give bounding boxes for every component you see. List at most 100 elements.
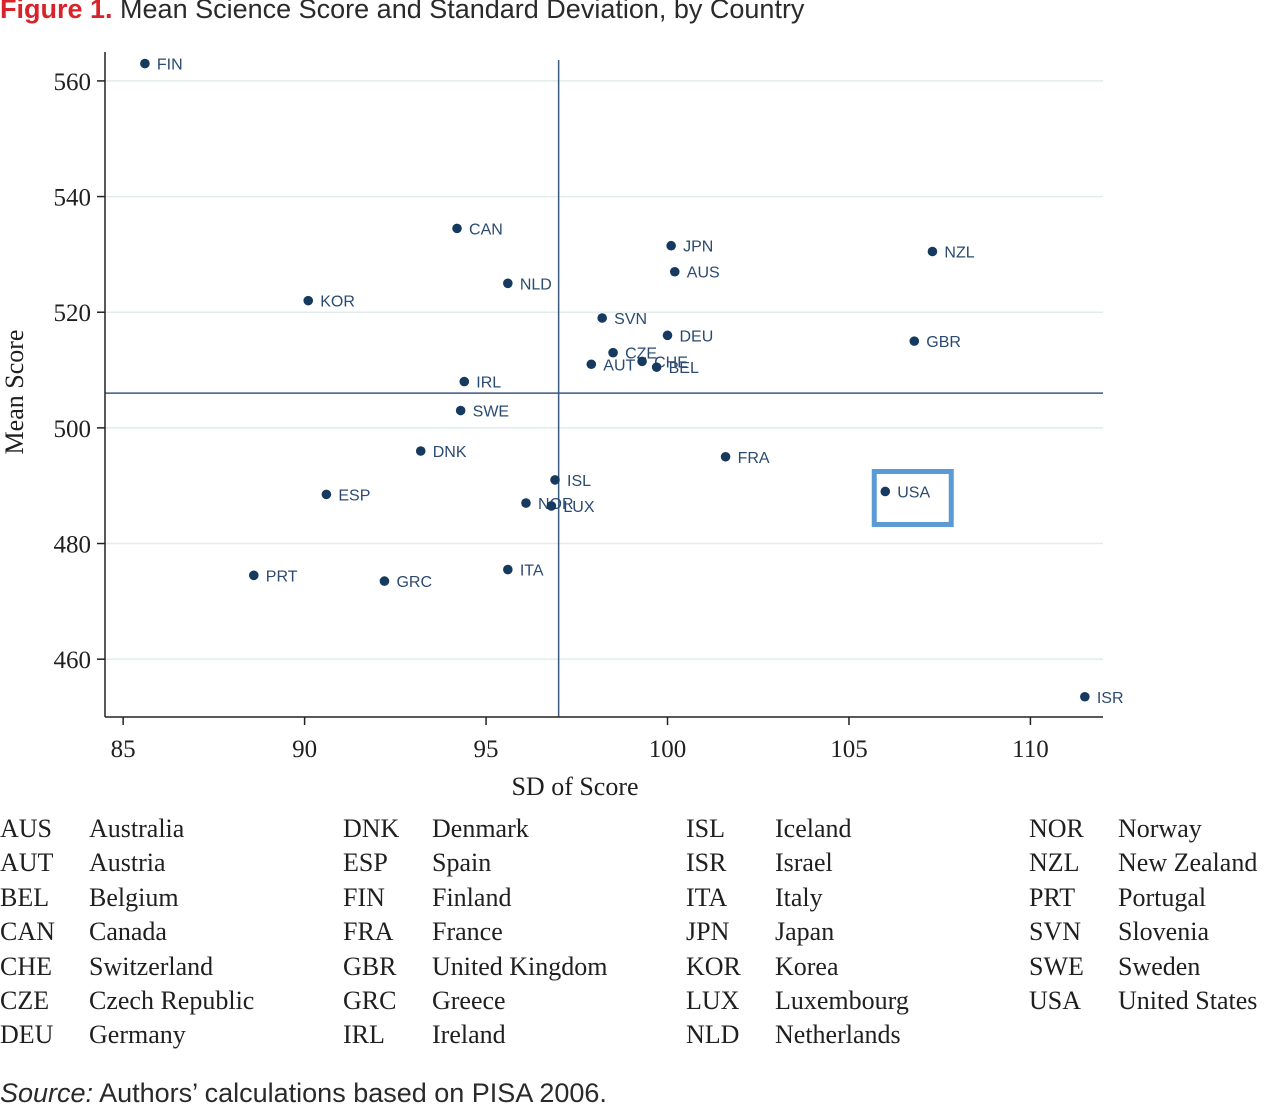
legend-code: GBR: [343, 951, 397, 981]
legend-country-name: Italy: [775, 882, 823, 912]
point-label: NZL: [944, 245, 974, 262]
highlight-box: [871, 468, 954, 527]
legend-country-name: Canada: [89, 917, 167, 947]
x-tick-label: 100: [649, 736, 687, 763]
point-label: DNK: [433, 444, 467, 461]
point-label: SVN: [614, 311, 647, 328]
point-label: LUX: [563, 499, 594, 516]
point-label: ESP: [338, 487, 370, 504]
x-tick-label: 95: [474, 736, 499, 763]
point-label: DEU: [680, 328, 714, 345]
legend-code: BEL: [0, 882, 50, 912]
point-label: CAN: [469, 221, 503, 238]
legend-code: ESP: [343, 848, 388, 878]
point-label: GRC: [396, 574, 432, 591]
legend-code: AUT: [0, 848, 54, 878]
point-label: ITA: [520, 563, 544, 580]
legend-country-name: New Zealand: [1118, 848, 1258, 878]
legend-code: ISL: [686, 814, 725, 843]
point-label: JPN: [683, 239, 713, 256]
legend-code: IRL: [343, 1020, 385, 1050]
data-point-bel: [651, 362, 662, 372]
data-point-isl: [550, 475, 560, 485]
legend-code: USA: [1029, 985, 1082, 1015]
legend-code: FRA: [343, 917, 394, 947]
y-axis-title: Mean Score: [0, 330, 29, 455]
legend-code: DEU: [0, 1020, 54, 1050]
legend-code: ITA: [686, 882, 728, 912]
legend-country-name: Belgium: [89, 882, 179, 912]
point-label: PRT: [266, 568, 298, 585]
legend-code: SVN: [1029, 917, 1082, 947]
data-point-dnk: [415, 446, 426, 456]
data-point-nzl: [927, 246, 938, 257]
x-tick-label: 105: [830, 736, 868, 763]
legend-code: CHE: [0, 951, 52, 981]
data-point-deu: [662, 330, 673, 341]
point-label: FRA: [738, 450, 770, 467]
legend-country-name: Norway: [1118, 814, 1202, 843]
data-point-kor: [303, 295, 314, 306]
data-point-aus: [669, 266, 680, 277]
data-point-svn: [597, 313, 607, 323]
legend-code: NLD: [686, 1020, 740, 1050]
legend-country-name: Slovenia: [1118, 917, 1209, 947]
figure-title: Figure 1. Mean Science Score and Standar…: [0, 0, 804, 25]
legend-code: SWE: [1029, 951, 1084, 981]
legend-country-name: Israel: [775, 848, 833, 878]
data-point-jpn: [666, 240, 676, 251]
legend-code: DNK: [343, 814, 400, 843]
legend-code: FIN: [343, 882, 385, 912]
data-point-fin: [140, 58, 150, 69]
y-tick-label: 480: [54, 532, 92, 559]
data-point-cze: [608, 347, 618, 358]
country-legend: AUS Australia AUT Austria BEL Belgium CAN Canad…: [0, 812, 1280, 1052]
legend-country-name: Switzerland: [89, 951, 214, 981]
legend-code: CAN: [0, 917, 55, 947]
data-point-lux: [546, 501, 557, 511]
x-tick-label: 85: [111, 736, 136, 763]
point-label: USA: [897, 484, 930, 501]
data-point-aut: [586, 359, 597, 370]
source-note: Source: Authors’ calculations based on P…: [0, 1078, 607, 1109]
data-point-che: [637, 356, 647, 367]
legend-country-name: Czech Republic: [89, 985, 255, 1015]
y-tick-label: 560: [54, 69, 92, 96]
legend-country-name: Luxembourg: [775, 985, 909, 1015]
legend-country-name: Greece: [432, 985, 506, 1015]
legend-country-name: Finland: [432, 882, 512, 912]
point-label: CZE: [625, 346, 657, 363]
point-label: KOR: [320, 294, 355, 311]
data-point-nor: [521, 498, 531, 508]
reference-lines: [105, 60, 1103, 717]
legend-country-name: Japan: [775, 917, 835, 947]
legend-code: KOR: [686, 951, 741, 981]
point-label: NLD: [520, 276, 552, 293]
point-label: AUT: [603, 357, 635, 374]
data-point-esp: [321, 489, 332, 500]
legend-code: NOR: [1029, 814, 1084, 843]
data-point-irl: [459, 376, 470, 387]
legend-country-name: United Kingdom: [432, 951, 608, 981]
legend-country-name: Denmark: [432, 814, 529, 843]
legend-country-name: Australia: [89, 814, 185, 843]
scatter-chart: 460 480 500 520 540 560 85 90 95 100 105 110 FIN CAN…: [0, 52, 1124, 801]
x-tick-label: 90: [292, 736, 317, 763]
data-point-fra: [720, 451, 731, 462]
axes: 460 480 500 520 540 560 85 90 95 100 105 110: [54, 52, 1103, 763]
gridlines: [105, 80, 1103, 660]
legend-country-name: Ireland: [432, 1020, 506, 1050]
legend-country-name: Spain: [432, 848, 492, 878]
legend-code: JPN: [686, 917, 730, 947]
x-tick-label: 110: [1012, 736, 1049, 763]
data-point-grc: [379, 576, 390, 586]
legend-country-name: Netherlands: [775, 1020, 901, 1050]
data-point-prt: [248, 570, 259, 581]
data-point-usa: [880, 486, 891, 497]
figure-title-text: Mean Science Score and Standard Deviatio…: [120, 0, 805, 24]
point-label: SWE: [473, 404, 509, 421]
data-point-nld: [503, 278, 513, 289]
data-point-swe: [455, 405, 466, 416]
legend-code: ISR: [686, 848, 727, 878]
